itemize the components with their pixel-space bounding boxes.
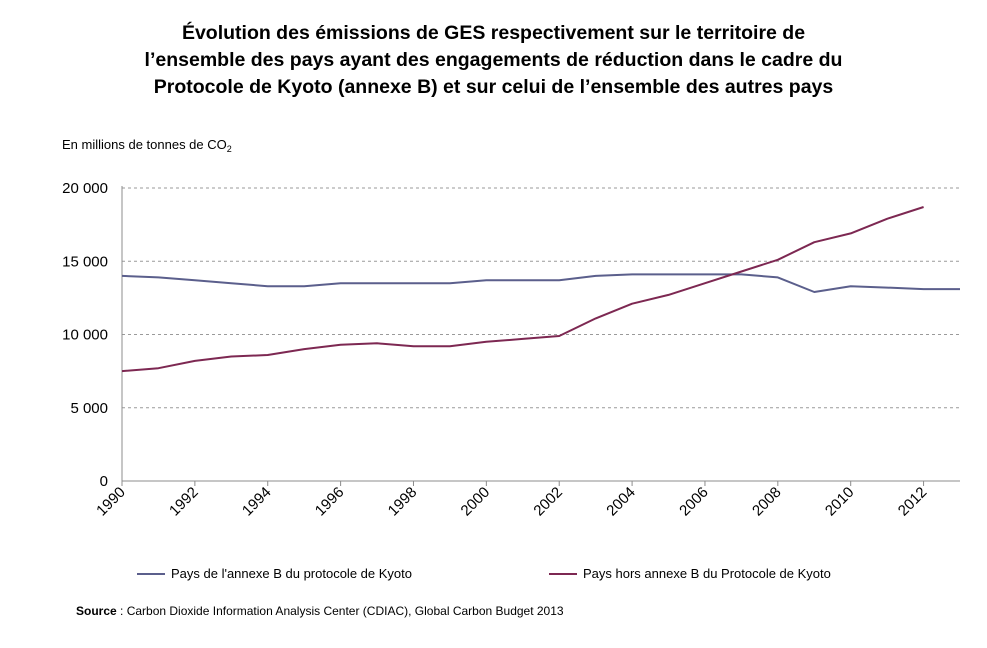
- x-tick-label: 1992: [166, 484, 202, 520]
- chart-title-line: l’ensemble des pays ayant des engagement…: [144, 49, 843, 71]
- x-tick-label: 1990: [93, 484, 129, 520]
- legend-swatch-hors-annexe-b: [549, 572, 577, 575]
- y-tick-label: 0: [100, 473, 108, 490]
- chart-title-line: Évolution des émissions de GES respectiv…: [181, 22, 806, 44]
- y-tick-label: 10 000: [62, 327, 108, 344]
- legend-item-hors-annexe-b: Pays hors annexe B du Protocole de Kyoto: [549, 566, 831, 581]
- x-tick-label: 2012: [895, 484, 931, 520]
- x-tick-label: 2010: [822, 484, 858, 520]
- x-tick-label: 1994: [239, 484, 275, 520]
- y-axis-unit-label: En millions de tonnes de CO2: [62, 137, 232, 154]
- source-note: Source : Carbon Dioxide Information Anal…: [76, 604, 564, 618]
- x-tick-label: 2002: [530, 484, 566, 520]
- y-axis-unit-subscript: 2: [226, 144, 232, 154]
- y-tick-label: 20 000: [62, 180, 108, 197]
- x-tick-label: 2000: [458, 484, 494, 520]
- series-line-hors-annexe-b: [121, 206, 924, 373]
- source-label: Source: [76, 604, 117, 618]
- y-tick-label: 5 000: [70, 400, 108, 417]
- chart-title-line: Protocole de Kyoto (annexe B) et sur cel…: [153, 76, 834, 98]
- legend-swatch-annexe-b: [137, 572, 165, 575]
- legend-label-hors-annexe-b: Pays hors annexe B du Protocole de Kyoto: [583, 566, 831, 581]
- x-tick-label: 1998: [385, 484, 421, 520]
- line-chart: 0 5 000 10 000 15 000 20 000 1990 1992 1994 1996…: [62, 180, 960, 520]
- x-tick-label: 1996: [312, 484, 348, 520]
- y-tick-label: 15 000: [62, 253, 108, 270]
- x-tick-label: 2008: [749, 484, 785, 520]
- y-axis-unit-text: En millions de tonnes de CO: [62, 137, 227, 152]
- legend-item-annexe-b: Pays de l'annexe B du protocole de Kyoto: [137, 566, 412, 581]
- x-tick-label: 2006: [676, 484, 712, 520]
- x-tick-label: 2004: [603, 484, 639, 520]
- chart-title: Évolution des émissions de GES respectiv…: [0, 20, 987, 101]
- legend-label-annexe-b: Pays de l'annexe B du protocole de Kyoto: [171, 566, 412, 581]
- series-line-annexe-b: [121, 273, 960, 293]
- source-text: : Carbon Dioxide Information Analysis Ce…: [116, 604, 564, 618]
